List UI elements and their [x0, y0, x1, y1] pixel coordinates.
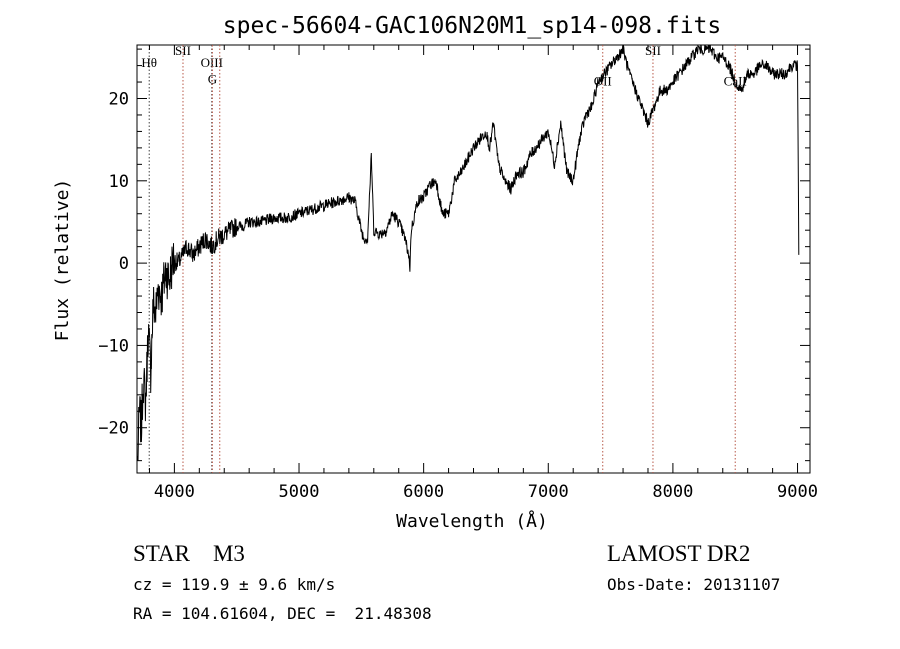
object-class-label: STAR M3 [133, 541, 245, 566]
y-tick-label: 20 [109, 90, 129, 110]
chart-title: spec-56604-GAC106N20M1_sp14-098.fits [223, 13, 722, 39]
plot-frame [136, 44, 811, 474]
x-tick-label: 7000 [528, 482, 569, 502]
x-tick-label: 4000 [154, 482, 195, 502]
x-axis-label: Wavelength (Å) [396, 510, 548, 532]
y-axis-label: Flux (relative) [52, 179, 73, 342]
x-tick-label: 6000 [403, 482, 444, 502]
y-tick-label: 0 [119, 254, 129, 274]
x-tick-label: 9000 [777, 482, 818, 502]
redshift-velocity-label: cz = 119.9 ± 9.6 km/s [133, 575, 336, 594]
spectral-line-label: Hθ [141, 55, 157, 70]
axis-ticks: 4000 5000 6000 7000 8000 9000 −20 −10 0 10 20 [98, 45, 818, 502]
y-tick-label: −20 [98, 419, 129, 439]
spectral-line-label: CaII [724, 73, 747, 88]
spectral-line-label: G [208, 72, 217, 87]
spectral-line-label: SII [175, 43, 191, 58]
y-tick-label: 10 [109, 172, 129, 192]
x-tick-label: 8000 [652, 482, 693, 502]
coordinates-label: RA = 104.61604, DEC = 21.48308 [133, 604, 432, 623]
spectrum-series-line [137, 44, 800, 461]
y-tick-label: −10 [98, 336, 129, 356]
observation-date-label: Obs-Date: 20131107 [607, 575, 781, 594]
spectral-line-label: SII [645, 43, 661, 58]
survey-label: LAMOST DR2 [607, 541, 751, 566]
spectral-line-label: OIII [201, 55, 223, 70]
x-tick-label: 5000 [279, 482, 320, 502]
